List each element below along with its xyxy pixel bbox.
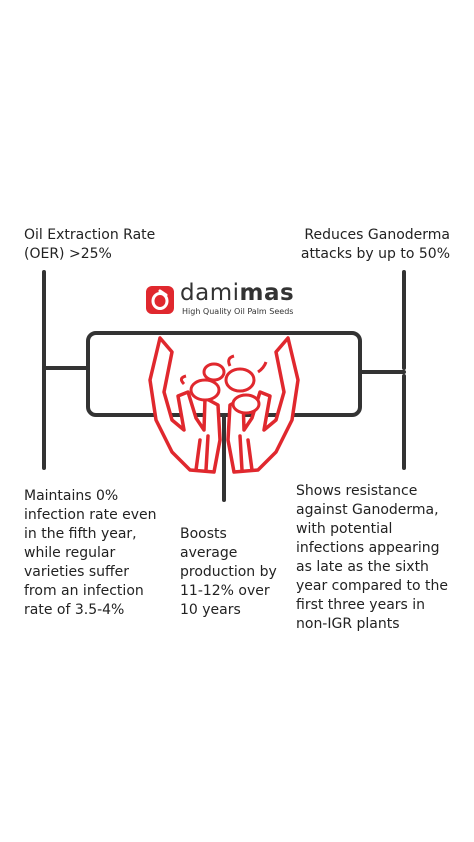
logo-wordmark: damimas bbox=[180, 280, 295, 306]
callout-production-boost: Boosts average production by 11-12% over… bbox=[180, 526, 277, 618]
seeds-icon bbox=[179, 354, 268, 415]
callout-oer: Oil Extraction Rate (OER) >25% bbox=[24, 227, 156, 262]
left-bracket bbox=[42, 270, 90, 470]
right-bracket bbox=[358, 270, 406, 470]
callout-ganoderma-reduction: Reduces Ganoderma attacks by up to 50% bbox=[300, 227, 450, 262]
callout-resistance: Shows resistance against Ganoderma, with… bbox=[296, 483, 448, 632]
damimas-logo-icon bbox=[146, 286, 174, 314]
logo-tagline: High Quality Oil Palm Seeds bbox=[182, 307, 294, 316]
callout-infection-rate: Maintains 0% infection rate even in the … bbox=[24, 488, 157, 618]
hands-holding-seeds-icon bbox=[148, 336, 300, 474]
damimas-logo: damimas High Quality Oil Palm Seeds bbox=[146, 280, 316, 322]
